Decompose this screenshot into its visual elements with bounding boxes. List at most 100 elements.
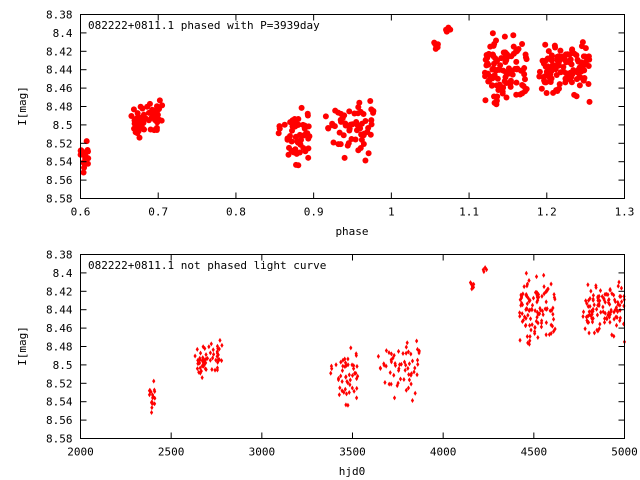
data-point xyxy=(586,313,590,319)
data-point xyxy=(395,383,399,389)
data-point xyxy=(524,292,528,298)
data-point xyxy=(195,366,200,372)
phased-x-tick-label: 1 xyxy=(388,206,395,219)
data-point xyxy=(504,51,511,58)
data-point xyxy=(348,382,352,388)
data-point xyxy=(410,358,415,364)
data-point xyxy=(550,89,557,96)
data-point xyxy=(398,362,402,368)
data-point xyxy=(367,98,374,105)
data-point xyxy=(507,77,514,84)
data-point xyxy=(151,127,158,134)
data-point xyxy=(355,363,359,369)
data-point xyxy=(503,94,510,101)
data-point xyxy=(614,322,619,328)
data-point xyxy=(590,311,594,317)
data-point xyxy=(305,154,312,161)
data-point xyxy=(596,298,600,304)
data-point xyxy=(343,356,347,362)
data-point xyxy=(484,54,491,61)
data-point xyxy=(552,291,556,297)
data-point xyxy=(292,146,299,153)
phased-y-axis-label: I[mag] xyxy=(16,86,29,126)
data-point xyxy=(608,319,612,325)
data-point xyxy=(612,292,616,298)
data-point xyxy=(613,307,617,313)
data-point xyxy=(293,161,300,168)
data-point xyxy=(405,340,409,346)
data-point xyxy=(494,57,501,64)
data-point xyxy=(575,58,582,65)
data-point xyxy=(525,306,529,312)
data-point xyxy=(543,89,550,96)
data-point xyxy=(207,344,211,350)
data-point xyxy=(195,346,199,352)
data-point xyxy=(340,368,345,374)
data-point xyxy=(362,157,369,164)
phased-y-tick-label: 8.54 xyxy=(46,156,73,169)
phased-y-tick-label: 8.52 xyxy=(46,137,73,150)
data-point xyxy=(557,47,564,54)
data-point xyxy=(384,348,389,354)
data-point xyxy=(520,311,524,317)
data-point xyxy=(204,367,208,373)
data-point xyxy=(352,388,356,394)
data-point xyxy=(581,313,585,319)
data-point xyxy=(296,149,303,156)
data-point xyxy=(217,357,221,363)
data-point xyxy=(413,390,417,396)
data-point xyxy=(349,345,353,351)
phased-x-tick-label: 0.6 xyxy=(71,206,91,219)
data-point xyxy=(409,372,413,378)
data-point xyxy=(406,349,411,355)
data-point xyxy=(522,54,529,61)
data-point xyxy=(354,370,358,376)
data-point xyxy=(545,306,549,312)
unphased-x-tick-label: 4000 xyxy=(430,446,457,459)
data-point xyxy=(610,291,614,297)
data-point xyxy=(619,294,623,300)
data-point xyxy=(544,332,548,338)
data-point xyxy=(149,106,156,113)
data-point xyxy=(341,363,345,369)
data-point xyxy=(524,315,528,321)
data-point xyxy=(340,378,344,384)
data-point xyxy=(601,309,605,315)
data-point xyxy=(519,302,523,308)
data-point xyxy=(81,164,88,171)
data-point xyxy=(198,357,202,363)
data-point xyxy=(130,106,137,113)
unphased-y-tick-label: 8.58 xyxy=(46,433,73,446)
data-point xyxy=(213,367,217,373)
data-point xyxy=(540,308,545,314)
data-point xyxy=(344,142,351,149)
data-point xyxy=(387,350,391,356)
data-point xyxy=(587,330,591,336)
unphased-x-tick-label: 3000 xyxy=(249,446,276,459)
data-point xyxy=(551,316,556,322)
data-point xyxy=(542,63,549,70)
data-point xyxy=(533,325,537,331)
data-point xyxy=(354,351,358,357)
data-point xyxy=(204,356,208,362)
data-point xyxy=(358,120,365,127)
data-point xyxy=(489,51,496,58)
data-point xyxy=(397,368,401,374)
data-point xyxy=(541,312,545,318)
data-point xyxy=(613,299,617,305)
data-point xyxy=(586,282,590,288)
data-point xyxy=(521,76,528,83)
unphased-y-tick-label: 8.38 xyxy=(46,249,73,262)
data-point xyxy=(387,381,391,387)
unphased-y-tick-label: 8.42 xyxy=(46,285,73,298)
data-point xyxy=(527,278,531,284)
data-point xyxy=(198,350,203,356)
data-point xyxy=(503,71,510,78)
data-point xyxy=(575,66,582,73)
data-point xyxy=(542,272,546,278)
data-point xyxy=(413,365,417,371)
data-point xyxy=(392,352,396,358)
data-point xyxy=(346,380,350,386)
data-point xyxy=(412,369,416,375)
